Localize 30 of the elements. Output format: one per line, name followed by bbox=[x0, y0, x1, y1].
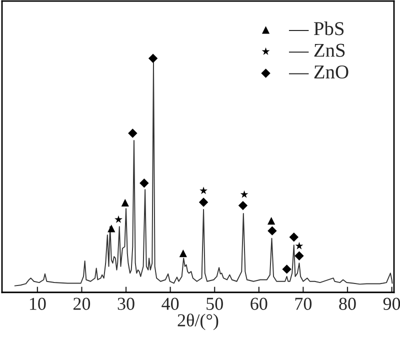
point bbox=[198, 198, 208, 207]
point bbox=[238, 200, 248, 210]
point bbox=[295, 242, 304, 250]
point bbox=[282, 264, 292, 274]
point bbox=[140, 178, 149, 188]
legend-label: — ZnO bbox=[288, 65, 348, 79]
point bbox=[200, 186, 208, 194]
point bbox=[268, 216, 276, 225]
point bbox=[240, 190, 248, 198]
x-tick-label: 90 bbox=[383, 298, 400, 310]
x-tick-label: 60 bbox=[250, 298, 268, 310]
x-axis-title: 2θ/(°) bbox=[178, 314, 218, 330]
point bbox=[179, 249, 187, 258]
point bbox=[289, 232, 298, 242]
x-tick-label: 70 bbox=[295, 298, 312, 310]
point bbox=[121, 198, 129, 207]
point bbox=[294, 251, 304, 260]
x-tick-label: 20 bbox=[73, 298, 90, 310]
x-tick-label: 40 bbox=[162, 298, 179, 310]
x-tick-label: 50 bbox=[206, 298, 223, 310]
x-tick-label: 30 bbox=[118, 298, 134, 310]
x-tick-label: 80 bbox=[339, 298, 356, 310]
point bbox=[114, 215, 122, 223]
point bbox=[148, 54, 158, 63]
point bbox=[108, 224, 116, 232]
legend-label: — PbS bbox=[288, 22, 344, 36]
x-tick-label: 10 bbox=[30, 298, 46, 310]
point bbox=[128, 128, 138, 138]
legend-label: — ZnS bbox=[288, 44, 345, 57]
point bbox=[268, 226, 277, 236]
